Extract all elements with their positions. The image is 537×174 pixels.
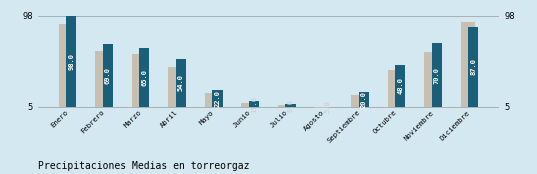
Bar bbox=[388, 70, 402, 107]
Bar bbox=[205, 93, 219, 107]
Text: 5.0: 5.0 bbox=[324, 101, 330, 113]
Text: 54.0: 54.0 bbox=[178, 74, 184, 91]
Text: 8.0: 8.0 bbox=[287, 99, 294, 112]
Bar bbox=[315, 107, 329, 108]
Bar bbox=[168, 67, 183, 107]
Bar bbox=[432, 43, 442, 107]
Bar bbox=[103, 44, 113, 107]
Bar bbox=[241, 102, 256, 107]
Text: 22.0: 22.0 bbox=[214, 90, 220, 107]
Bar bbox=[359, 92, 369, 107]
Bar bbox=[286, 104, 296, 107]
Bar bbox=[424, 52, 438, 107]
Bar bbox=[176, 59, 186, 107]
Text: Precipitaciones Medias en torreorgaz: Precipitaciones Medias en torreorgaz bbox=[38, 161, 249, 171]
Bar bbox=[249, 101, 259, 107]
Bar bbox=[395, 65, 405, 107]
Bar bbox=[278, 105, 292, 107]
Bar bbox=[132, 54, 146, 107]
Bar bbox=[468, 26, 478, 107]
Bar bbox=[66, 16, 76, 107]
Text: 11.0: 11.0 bbox=[251, 96, 257, 113]
Bar bbox=[212, 90, 222, 107]
Bar bbox=[95, 51, 110, 107]
Text: 69.0: 69.0 bbox=[105, 67, 111, 84]
Text: 65.0: 65.0 bbox=[141, 69, 147, 86]
Bar bbox=[461, 22, 475, 107]
Text: 98.0: 98.0 bbox=[68, 53, 74, 70]
Text: 20.0: 20.0 bbox=[361, 91, 367, 108]
Text: 70.0: 70.0 bbox=[434, 67, 440, 84]
Bar bbox=[59, 24, 73, 107]
Text: 48.0: 48.0 bbox=[397, 77, 403, 94]
Bar bbox=[351, 95, 365, 107]
Text: 87.0: 87.0 bbox=[470, 58, 476, 75]
Bar bbox=[139, 48, 149, 107]
